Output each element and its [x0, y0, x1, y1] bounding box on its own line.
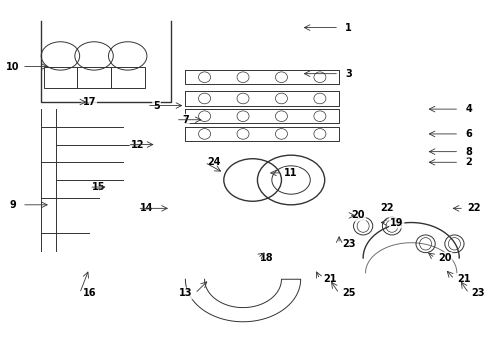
Bar — [43, 67, 77, 88]
Bar — [77, 67, 111, 88]
Bar — [111, 67, 144, 88]
Text: 9: 9 — [9, 200, 16, 210]
Text: 15: 15 — [92, 182, 105, 192]
Text: 14: 14 — [140, 203, 153, 213]
Text: 20: 20 — [437, 253, 450, 263]
Text: 1: 1 — [345, 23, 351, 33]
Text: 4: 4 — [465, 104, 471, 114]
Text: 7: 7 — [182, 115, 188, 125]
Text: 8: 8 — [465, 147, 471, 157]
Text: 2: 2 — [465, 157, 471, 167]
Text: 18: 18 — [260, 253, 273, 263]
Text: 10: 10 — [6, 62, 19, 72]
Text: 3: 3 — [345, 69, 351, 79]
Text: 20: 20 — [351, 211, 365, 220]
Text: 25: 25 — [341, 288, 355, 298]
Text: 21: 21 — [456, 274, 470, 284]
Text: 21: 21 — [322, 274, 336, 284]
Text: 22: 22 — [466, 203, 479, 213]
Text: 11: 11 — [284, 168, 297, 178]
Text: 16: 16 — [82, 288, 96, 298]
Text: 5: 5 — [153, 100, 160, 111]
Text: 23: 23 — [341, 239, 355, 249]
Text: 12: 12 — [130, 140, 144, 149]
Text: 24: 24 — [207, 157, 221, 167]
Text: 23: 23 — [471, 288, 484, 298]
Text: 6: 6 — [465, 129, 471, 139]
Text: 19: 19 — [389, 217, 403, 228]
Text: 13: 13 — [178, 288, 192, 298]
Text: 17: 17 — [82, 97, 96, 107]
Text: 22: 22 — [380, 203, 393, 213]
